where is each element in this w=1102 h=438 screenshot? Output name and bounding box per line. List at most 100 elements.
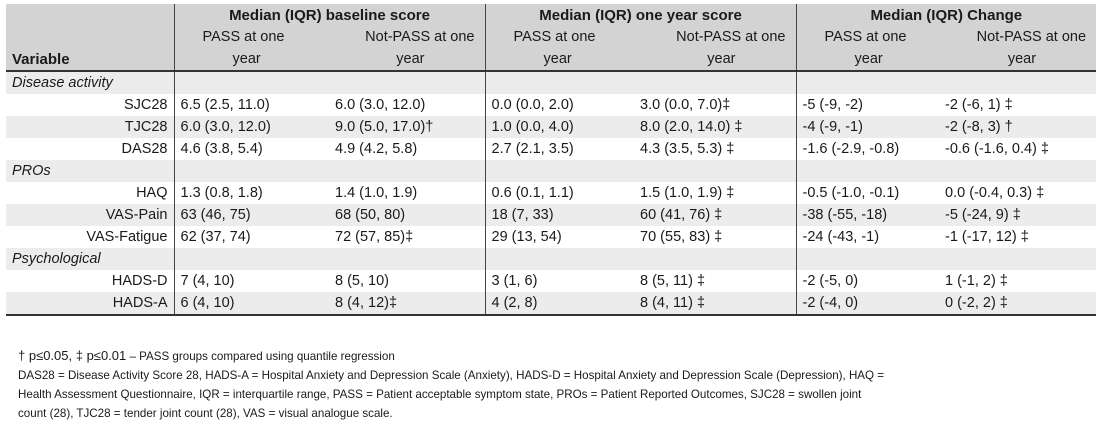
cell-baseline-not-pass: 6.0 (3.0, 12.0) — [335, 97, 426, 113]
cell-baseline-pass: 6 (4, 10) — [173, 292, 329, 316]
method-note: – PASS groups compared using quantile re… — [126, 350, 395, 363]
cell-year-not-pass: 3.0 (0.0, 7.0)‡ — [640, 97, 731, 113]
cell-change-not-pass: 0.0 (-0.4, 0.3) ‡ — [945, 185, 1045, 201]
cell-baseline-not-pass: 4.9 (4.2, 5.8) — [335, 141, 418, 157]
significance-symbols: † p≤0.05, ‡ p≤0.01 — [18, 348, 127, 363]
cell-year-pass: 0.0 (0.0, 2.0) — [484, 94, 635, 116]
table-row: TJC28 6.0 (3.0, 12.0) 9.0 (5.0, 17.0)† 1… — [6, 116, 1097, 138]
cell-change-pass: -1.6 (-2.9, -0.8) — [795, 138, 940, 160]
results-table: Median (IQR) baseline score Median (IQR)… — [6, 4, 1097, 316]
cell-baseline-not-pass: 72 (57, 85)‡ — [335, 229, 414, 245]
row-variable: HADS-A — [6, 292, 174, 316]
header-row-sub2: Variable year year year year year year — [6, 48, 1097, 72]
cell-baseline-not-pass: 1.4 (1.0, 1.9) — [335, 185, 418, 201]
subheader-pass: PASS at one — [484, 26, 635, 48]
cell-baseline-pass: 7 (4, 10) — [173, 270, 329, 292]
cell-baseline-pass: 6.0 (3.0, 12.0) — [173, 116, 329, 138]
significance-note: † p≤0.05, ‡ p≤0.01 – PASS groups compare… — [18, 346, 1088, 366]
cell-baseline-not-pass: 8 (4, 12)‡ — [329, 292, 486, 316]
abbreviations-line-1: DAS28 = Disease Activity Score 28, HADS-… — [18, 369, 885, 382]
header-empty-cell — [6, 4, 174, 26]
section-label: PROs — [6, 160, 174, 182]
cell-year-pass: 29 (13, 54) — [484, 226, 635, 248]
subheader-pass-year: year — [484, 48, 635, 72]
subheader-not-pass-year: year — [634, 48, 797, 72]
cell-change-not-pass: -5 (-24, 9) ‡ — [939, 204, 1097, 226]
subheader-not-pass: Not-PASS at one — [676, 29, 786, 45]
cell-change-not-pass: 1 (-1, 2) ‡ — [945, 273, 1008, 289]
subheader-pass-year: year — [795, 48, 940, 72]
cell-year-pass: 4 (2, 8) — [484, 292, 635, 316]
cell-year-pass: 2.7 (2.1, 3.5) — [484, 138, 635, 160]
cell-change-pass: -38 (-55, -18) — [795, 204, 940, 226]
subheader-not-pass-year: year — [939, 48, 1097, 72]
cell-baseline-pass: 1.3 (0.8, 1.8) — [173, 182, 329, 204]
cell-change-not-pass: -0.6 (-1.6, 0.4) ‡ — [945, 141, 1049, 157]
abbreviations-line-2: Health Assessment Questionnaire, IQR = i… — [18, 388, 862, 401]
cell-year-pass: 18 (7, 33) — [484, 204, 635, 226]
cell-year-pass: 3 (1, 6) — [484, 270, 635, 292]
cell-baseline-pass: 6.5 (2.5, 11.0) — [173, 94, 329, 116]
table-footnotes: † p≤0.05, ‡ p≤0.01 – PASS groups compare… — [18, 346, 1088, 423]
subheader-not-pass: Not-PASS at one — [365, 29, 475, 45]
table-row: HAQ 1.3 (0.8, 1.8) 1.4 (1.0, 1.9) 0.6 (0… — [6, 182, 1096, 204]
cell-baseline-pass: 62 (37, 74) — [173, 226, 329, 248]
table-row: VAS-Pain 63 (46, 75) 68 (50, 80) 18 (7, … — [6, 204, 1097, 226]
cell-year-not-pass: 1.5 (1.0, 1.9) ‡ — [640, 185, 735, 201]
table-row: SJC28 6.5 (2.5, 11.0) 6.0 (3.0, 12.0) 0.… — [6, 94, 1096, 116]
variable-column-header: Variable — [6, 48, 174, 72]
cell-baseline-pass: 63 (46, 75) — [173, 204, 329, 226]
cell-year-pass: 1.0 (0.0, 4.0) — [484, 116, 635, 138]
cell-year-not-pass: 4.3 (3.5, 5.3) ‡ — [640, 141, 735, 157]
row-variable: TJC28 — [6, 116, 174, 138]
table-row: VAS-Fatigue 62 (37, 74) 72 (57, 85)‡ 29 … — [6, 226, 1096, 248]
table-row: HADS-A 6 (4, 10) 8 (4, 12)‡ 4 (2, 8) 8 (… — [6, 292, 1097, 316]
subheader-pass: PASS at one — [173, 26, 329, 48]
header-baseline: Median (IQR) baseline score — [173, 4, 486, 26]
cell-baseline-not-pass: 9.0 (5.0, 17.0)† — [329, 116, 486, 138]
header-one-year: Median (IQR) one year score — [484, 4, 797, 26]
cell-change-pass: -5 (-9, -2) — [795, 94, 940, 116]
subheader-not-pass-year: year — [329, 48, 486, 72]
cell-year-not-pass: 60 (41, 76) ‡ — [634, 204, 797, 226]
cell-change-not-pass: 0 (-2, 2) ‡ — [939, 292, 1097, 316]
row-variable: VAS-Pain — [6, 204, 174, 226]
row-variable: HADS-D — [111, 273, 168, 289]
subheader-pass: PASS at one — [795, 26, 940, 48]
section-row-pros: PROs — [6, 160, 1097, 182]
section-row-psychological: Psychological — [6, 248, 1097, 270]
header-empty-cell — [6, 26, 174, 48]
cell-baseline-not-pass: 68 (50, 80) — [329, 204, 486, 226]
cell-change-pass: -2 (-5, 0) — [795, 270, 940, 292]
subheader-not-pass: Not-PASS at one — [976, 29, 1087, 45]
cell-change-not-pass: -1 (-17, 12) ‡ — [945, 229, 1029, 245]
abbreviations-line-3: count (28), TJC28 = tender joint count (… — [18, 407, 393, 420]
cell-year-pass: 0.6 (0.1, 1.1) — [484, 182, 635, 204]
row-variable: SJC28 — [123, 97, 168, 113]
cell-change-pass: -2 (-4, 0) — [795, 292, 940, 316]
table-row: HADS-D 7 (4, 10) 8 (5, 10) 3 (1, 6) 8 (5… — [6, 270, 1096, 292]
row-variable: HAQ — [136, 185, 168, 201]
header-row-sub1: PASS at one Not-PASS at one PASS at one … — [6, 26, 1097, 48]
row-variable: VAS-Fatigue — [86, 229, 168, 245]
cell-change-pass: -24 (-43, -1) — [795, 226, 940, 248]
cell-change-not-pass: -2 (-8, 3) † — [939, 116, 1097, 138]
row-variable: DAS28 — [121, 141, 168, 157]
cell-baseline-pass: 4.6 (3.8, 5.4) — [173, 138, 329, 160]
cell-change-pass: -4 (-9, -1) — [795, 116, 940, 138]
cell-year-not-pass: 8 (4, 11) ‡ — [634, 292, 797, 316]
header-change: Median (IQR) Change — [795, 4, 1097, 26]
subheader-pass-year: year — [173, 48, 329, 72]
header-row-groups: Median (IQR) baseline score Median (IQR)… — [6, 4, 1097, 26]
cell-year-not-pass: 70 (55, 83) ‡ — [640, 229, 723, 245]
cell-change-not-pass: -2 (-6, 1) ‡ — [945, 97, 1013, 113]
cell-year-not-pass: 8.0 (2.0, 14.0) ‡ — [634, 116, 797, 138]
section-label: Disease activity — [6, 71, 174, 94]
table-row: DAS28 4.6 (3.8, 5.4) 4.9 (4.2, 5.8) 2.7 … — [6, 138, 1096, 160]
cell-baseline-not-pass: 8 (5, 10) — [335, 273, 389, 289]
section-row-disease-activity: Disease activity — [6, 71, 1097, 94]
section-label: Psychological — [6, 248, 174, 270]
cell-year-not-pass: 8 (5, 11) ‡ — [640, 273, 706, 289]
cell-change-pass: -0.5 (-1.0, -0.1) — [795, 182, 940, 204]
